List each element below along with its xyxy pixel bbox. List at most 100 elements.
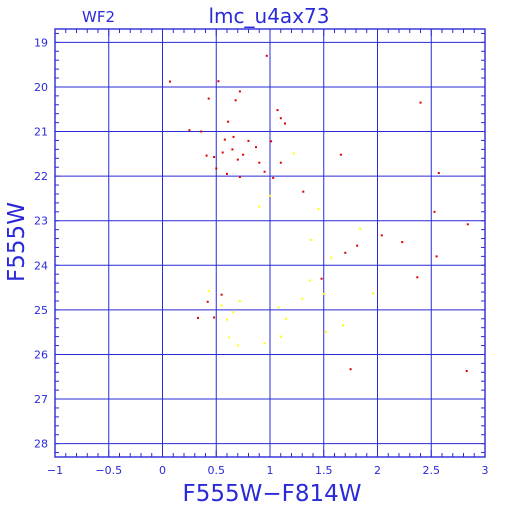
data-point <box>197 316 199 319</box>
data-point <box>221 151 224 154</box>
data-point <box>213 156 216 158</box>
x-tick-label: 1 <box>267 464 274 477</box>
data-point <box>285 317 288 320</box>
data-point <box>217 80 220 83</box>
data-point <box>322 292 325 295</box>
data-point <box>416 276 419 279</box>
x-tick-label: −1 <box>47 464 63 477</box>
data-point <box>207 290 210 293</box>
y-axis-label: F555W <box>4 202 30 282</box>
data-point <box>380 234 383 237</box>
data-point <box>301 297 304 300</box>
y-tick-label: 25 <box>34 304 48 317</box>
data-point <box>228 336 231 339</box>
data-point <box>308 279 311 282</box>
data-point <box>236 344 239 347</box>
data-point <box>226 172 228 175</box>
data-point <box>232 311 235 314</box>
data-point <box>349 368 352 371</box>
y-tick-label: 19 <box>34 36 48 49</box>
y-tick-label: 20 <box>34 81 48 94</box>
y-tick-label: 21 <box>34 126 48 139</box>
data-point <box>247 139 250 142</box>
data-point <box>270 140 273 143</box>
data-point <box>465 370 468 372</box>
data-point <box>466 223 469 226</box>
data-point <box>437 172 440 174</box>
data-point <box>419 101 422 104</box>
data-point <box>356 244 359 247</box>
x-tick-label: 1.5 <box>315 464 333 477</box>
data-point <box>317 208 320 211</box>
y-tick-label: 28 <box>34 438 48 451</box>
x-axis-tick-labels: −1 −0.5 0 0.5 1 1.5 2 2.5 3 <box>47 464 489 477</box>
data-point <box>263 170 266 173</box>
y-axis-tick-labels: 19 20 21 22 23 24 25 26 27 28 <box>34 36 48 450</box>
data-point <box>324 330 327 333</box>
y-tick-label: 22 <box>34 170 48 183</box>
data-point <box>234 99 237 102</box>
data-point <box>279 161 282 164</box>
plot-frame <box>54 28 486 458</box>
data-point <box>401 241 404 244</box>
data-point <box>302 190 305 193</box>
data-point <box>339 153 342 156</box>
data-point <box>238 90 241 93</box>
data-point <box>205 154 208 157</box>
data-point <box>292 152 295 155</box>
x-tick-label: 2.5 <box>423 464 441 477</box>
data-point <box>272 176 275 179</box>
data-point <box>215 167 218 170</box>
data-point <box>279 335 282 338</box>
data-point <box>238 176 241 178</box>
x-tick-label: 2 <box>374 464 381 477</box>
data-point <box>223 138 226 141</box>
y-tick-label: 24 <box>34 259 48 272</box>
data-point <box>277 306 280 309</box>
data-point <box>342 324 345 327</box>
data-point <box>242 153 245 156</box>
data-points <box>169 54 469 372</box>
data-point <box>258 161 261 164</box>
data-point <box>309 238 312 241</box>
data-point <box>207 97 210 100</box>
data-point <box>206 300 209 303</box>
y-tick-label: 27 <box>34 393 48 406</box>
data-point <box>269 194 271 197</box>
x-tick-label: −0.5 <box>95 464 122 477</box>
x-axis-label: F555W−F814W <box>182 481 361 507</box>
data-point <box>330 256 333 259</box>
data-point <box>227 120 230 123</box>
data-point <box>265 54 268 57</box>
grid-lines <box>55 29 485 457</box>
data-point <box>279 117 282 120</box>
data-point <box>236 158 239 161</box>
data-point <box>232 135 235 138</box>
y-tick-label: 23 <box>34 215 48 228</box>
x-tick-label: 0.5 <box>208 464 226 477</box>
data-point <box>258 205 261 208</box>
data-point <box>372 292 375 295</box>
y-tick-label: 26 <box>34 348 48 361</box>
data-point <box>169 80 171 83</box>
data-point <box>231 148 234 151</box>
data-point <box>255 146 257 149</box>
data-point <box>359 227 362 230</box>
data-point <box>320 277 323 280</box>
data-point <box>263 342 266 345</box>
data-point <box>284 122 286 125</box>
data-point <box>226 318 228 321</box>
corner-label: WF2 <box>82 8 115 26</box>
chart-title: lmc_u4ax73 <box>209 4 330 28</box>
x-tick-label: 0 <box>159 464 166 477</box>
data-point <box>213 316 216 319</box>
data-point <box>220 293 223 296</box>
data-point <box>220 304 223 307</box>
data-point <box>435 255 438 258</box>
data-point <box>276 109 279 112</box>
data-point <box>433 210 436 213</box>
data-point <box>200 130 203 133</box>
x-tick-label: 3 <box>482 464 489 477</box>
